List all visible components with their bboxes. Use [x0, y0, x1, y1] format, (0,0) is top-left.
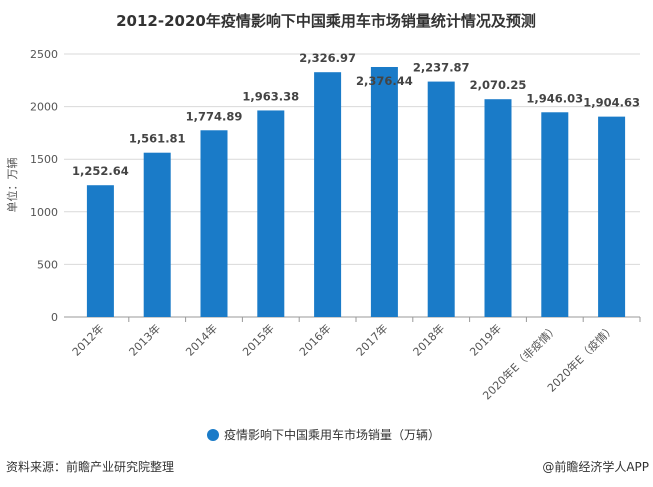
legend-marker: [207, 429, 219, 441]
bar: [314, 72, 342, 317]
x-tick-label: 2015年: [239, 321, 276, 358]
bar: [143, 152, 171, 317]
y-tick-label: 2000: [30, 101, 58, 114]
bar: [598, 116, 626, 317]
legend-label: 疫情影响下中国乘用车市场销量（万辆）: [224, 427, 440, 442]
data-label: 1,252.64: [72, 164, 129, 178]
data-label: 1,904.63: [583, 96, 640, 110]
data-label: 1,561.81: [129, 132, 186, 146]
bar: [541, 112, 569, 317]
credit-note: @前瞻经济学人APP: [542, 459, 649, 474]
x-tick-label: 2019年: [467, 321, 504, 358]
data-label: 2,376.44: [356, 74, 413, 88]
y-tick-label: 1500: [30, 153, 58, 166]
data-label: 2,070.25: [470, 78, 527, 92]
y-axis-label: 单位：万辆: [5, 158, 19, 213]
data-label: 1,774.89: [186, 109, 243, 123]
x-tick-label: 2012年: [69, 321, 106, 358]
bar: [257, 110, 285, 317]
data-label: 1,946.03: [526, 91, 583, 105]
chart-title: 2012-2020年疫情影响下中国乘用车市场销量统计情况及预测: [116, 12, 536, 30]
bar: [484, 99, 512, 317]
data-label: 2,326.97: [299, 51, 356, 65]
data-label: 2,237.87: [413, 61, 470, 75]
bar: [370, 66, 398, 318]
data-label: 1,963.38: [242, 89, 299, 103]
x-tick-label: 2014年: [183, 321, 220, 358]
bar: [200, 130, 228, 317]
y-tick-label: 500: [37, 258, 58, 271]
bar: [427, 81, 455, 317]
x-tick-label: 2017年: [353, 321, 390, 358]
y-tick-label: 2500: [30, 48, 58, 61]
x-tick-label: 2016年: [296, 321, 333, 358]
bar: [86, 185, 114, 317]
legend: 疫情影响下中国乘用车市场销量（万辆）: [207, 427, 440, 442]
x-tick-label: 2018年: [410, 321, 447, 358]
y-tick-label: 1000: [30, 206, 58, 219]
x-tick-label: 2013年: [126, 321, 163, 358]
y-tick-label: 0: [51, 311, 58, 324]
source-note: 资料来源：前瞻产业研究院整理: [6, 459, 174, 474]
